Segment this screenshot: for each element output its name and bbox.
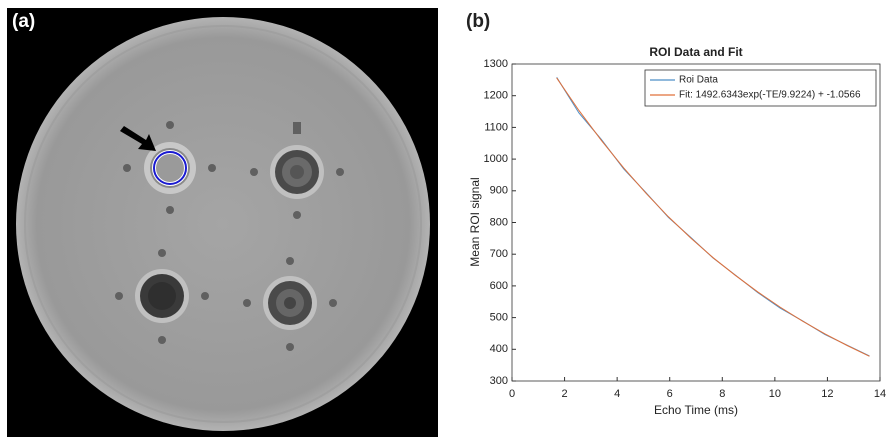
legend-label: Fit: 1492.6343exp(-TE/9.9224) + -1.0566 bbox=[679, 90, 861, 101]
y-axis-label: Mean ROI signal bbox=[468, 177, 482, 266]
y-tick-label: 800 bbox=[490, 216, 508, 228]
x-axis-label: Echo Time (ms) bbox=[654, 403, 738, 417]
legend-label: Roi Data bbox=[679, 75, 718, 86]
panel-label: (b) bbox=[466, 11, 490, 32]
y-tick-label: 700 bbox=[490, 248, 508, 260]
y-tick-label: 1100 bbox=[484, 121, 508, 133]
panel-label: (a) bbox=[12, 11, 35, 32]
x-tick-label: 12 bbox=[821, 388, 833, 400]
x-tick-label: 10 bbox=[769, 388, 781, 400]
y-tick-label: 1000 bbox=[484, 153, 508, 165]
x-tick-label: 4 bbox=[614, 388, 620, 400]
legend-box bbox=[644, 69, 877, 107]
y-tick-label: 600 bbox=[490, 280, 508, 292]
x-tick-label: 8 bbox=[719, 388, 725, 400]
x-tick-label: 0 bbox=[509, 388, 515, 400]
y-tick-label: 1300 bbox=[484, 58, 508, 70]
mri-image bbox=[7, 8, 438, 437]
y-tick-label: 1200 bbox=[484, 90, 508, 102]
x-tick-label: 2 bbox=[562, 388, 568, 400]
plot-frame bbox=[511, 63, 881, 382]
x-tick-label: 14 bbox=[874, 388, 886, 400]
y-tick-label: 900 bbox=[490, 185, 508, 197]
y-tick-label: 400 bbox=[490, 343, 508, 355]
chart-title: ROI Data and Fit bbox=[649, 45, 742, 59]
y-tick-label: 500 bbox=[490, 312, 508, 324]
x-tick-label: 6 bbox=[667, 388, 673, 400]
data-line bbox=[556, 77, 870, 357]
y-tick-label: 300 bbox=[490, 375, 508, 387]
